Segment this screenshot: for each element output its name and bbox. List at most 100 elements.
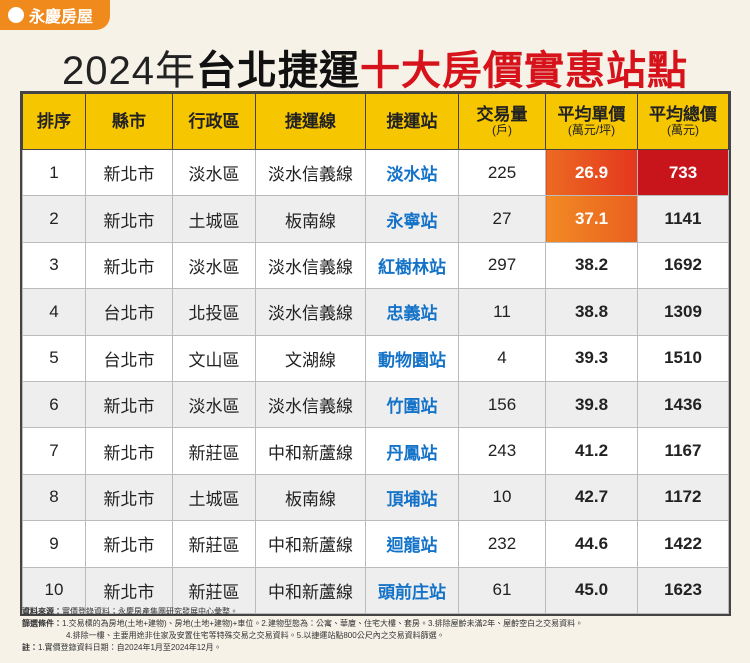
footnote: 4.排除一樓、主要用途非住家及安置住宅等特殊交易之交易資料。5.以捷運站點800… — [22, 630, 728, 642]
table-cell: 中和新蘆線 — [255, 427, 366, 475]
table-cell: 42.7 — [545, 473, 638, 522]
column-header: 捷運站 — [365, 93, 459, 150]
header-row: 排序 縣市 行政區 捷運線 捷運站 交易量 (戶) 平均單價 (萬元/坪) 平均總價 (萬元) — [22, 93, 729, 150]
table-cell: 4 — [458, 334, 546, 382]
footnote-label: 篩選條件： — [22, 619, 62, 628]
table-cell: 27 — [458, 195, 546, 243]
table-cell: 淡水站 — [365, 148, 459, 197]
table-cell: 丹鳳站 — [365, 427, 459, 475]
table-cell: 紅樹林站 — [365, 241, 459, 290]
column-unit: (萬元/坪) — [567, 123, 616, 138]
table-cell: 新北市 — [85, 241, 173, 290]
title-metro: 台北捷運 — [195, 49, 360, 93]
table-cell: 忠義站 — [365, 288, 459, 336]
table-cell: 頂埔站 — [365, 473, 459, 522]
table-cell: 1623 — [637, 566, 729, 614]
footnotes: 資料來源：實價登錄資料；永慶房產集團研究發展中心彙整。篩選條件：1.交易標的為房… — [22, 606, 728, 654]
logo: 永慶房屋 — [0, 0, 110, 30]
table-cell: 中和新蘆線 — [255, 520, 366, 568]
table-cell: 新北市 — [85, 427, 173, 475]
footnote: 篩選條件：1.交易標的為房地(土地+建物)、房地(土地+建物)+車位。2.建物型… — [22, 618, 728, 630]
table-cell: 淡水信義線 — [255, 148, 366, 197]
table-cell: 新北市 — [85, 473, 173, 522]
table-cell: 板南線 — [255, 473, 366, 522]
footnote-text: 1.實價登錄資料日期：自2024年1月至2024年12月。 — [38, 643, 222, 652]
table-row: 6 新北市 淡水區 淡水信義線 竹圍站 156 39.8 1436 — [22, 380, 729, 429]
table-cell: 淡水區 — [172, 148, 256, 197]
table-cell: 淡水信義線 — [255, 288, 366, 336]
table-row: 9 新北市 新莊區 中和新蘆線 迴龍站 232 44.6 1422 — [22, 520, 729, 568]
table-cell: 44.6 — [545, 520, 638, 568]
table-body: 1 新北市 淡水區 淡水信義線 淡水站 225 26.9 733 2 新北市 土城區 板南線 永寧站 27… — [22, 148, 729, 614]
table-row: 8 新北市 土城區 板南線 頂埔站 10 42.7 1172 — [22, 473, 729, 522]
table-cell: 41.2 — [545, 427, 638, 475]
column-label: 平均單價 — [557, 104, 626, 124]
table-cell: 迴龍站 — [365, 520, 459, 568]
table-cell: 北投區 — [172, 288, 256, 336]
table-cell: 6 — [22, 380, 86, 429]
table-cell: 動物園站 — [365, 334, 459, 382]
table-cell: 37.1 — [545, 195, 638, 243]
table-row: 2 新北市 土城區 板南線 永寧站 27 37.1 1141 — [22, 195, 729, 243]
column-header: 捷運線 — [255, 93, 366, 150]
table-cell: 新北市 — [85, 380, 173, 429]
table-cell: 竹圍站 — [365, 380, 459, 429]
column-unit: (戶) — [492, 123, 512, 138]
table-cell: 38.8 — [545, 288, 638, 336]
column-header: 行政區 — [172, 93, 256, 150]
table-cell: 11 — [458, 288, 546, 336]
table-cell: 1141 — [637, 195, 729, 243]
footnote-text: 4.排除一樓、主要用途非住家及安置住宅等特殊交易之交易資料。5.以捷運站點800… — [66, 631, 445, 640]
column-header: 平均總價 (萬元) — [637, 93, 729, 150]
title-year: 2024年 — [62, 49, 196, 93]
table-cell: 7 — [22, 427, 86, 475]
table-cell: 淡水信義線 — [255, 241, 366, 290]
table-cell: 225 — [458, 148, 546, 197]
table-cell: 45.0 — [545, 566, 638, 614]
column-unit: (萬元) — [667, 123, 699, 138]
footnote-label: 資料來源： — [22, 607, 62, 616]
table-cell: 1436 — [637, 380, 729, 429]
table-cell: 38.2 — [545, 241, 638, 290]
table-cell: 淡水區 — [172, 380, 256, 429]
table-cell: 新北市 — [85, 195, 173, 243]
table-cell: 26.9 — [545, 148, 638, 197]
footnote-text: 實價登錄資料；永慶房產集團研究發展中心彙整。 — [62, 607, 238, 616]
table-cell: 1 — [22, 148, 86, 197]
column-label: 縣市 — [112, 111, 146, 131]
table-cell: 1172 — [637, 473, 729, 522]
column-label: 排序 — [37, 111, 71, 131]
logo-icon — [8, 7, 24, 23]
column-label: 捷運站 — [386, 111, 438, 131]
table-cell: 文湖線 — [255, 334, 366, 382]
table-cell: 土城區 — [172, 195, 256, 243]
table-cell: 文山區 — [172, 334, 256, 382]
table-cell: 淡水信義線 — [255, 380, 366, 429]
table-cell: 5 — [22, 334, 86, 382]
table-cell: 232 — [458, 520, 546, 568]
table-cell: 台北市 — [85, 288, 173, 336]
table-cell: 頭前庄站 — [365, 566, 459, 614]
column-header: 交易量 (戶) — [458, 93, 546, 150]
table-row: 7 新北市 新莊區 中和新蘆線 丹鳳站 243 41.2 1167 — [22, 427, 729, 475]
column-header: 縣市 — [85, 93, 173, 150]
table-cell: 1692 — [637, 241, 729, 290]
table-cell: 297 — [458, 241, 546, 290]
column-header: 排序 — [22, 93, 86, 150]
table-cell: 733 — [637, 148, 729, 197]
column-label: 捷運線 — [285, 111, 336, 131]
table-row: 10 新北市 新莊區 中和新蘆線 頭前庄站 61 45.0 1623 — [22, 566, 729, 614]
table-cell: 新莊區 — [172, 520, 256, 568]
table-cell: 新北市 — [85, 148, 173, 197]
table-cell: 中和新蘆線 — [255, 566, 366, 614]
table-cell: 1309 — [637, 288, 729, 336]
column-label: 行政區 — [188, 111, 240, 131]
table-cell: 台北市 — [85, 334, 173, 382]
table-cell: 板南線 — [255, 195, 366, 243]
table-cell: 新莊區 — [172, 427, 256, 475]
table-cell: 1167 — [637, 427, 729, 475]
table-cell: 4 — [22, 288, 86, 336]
